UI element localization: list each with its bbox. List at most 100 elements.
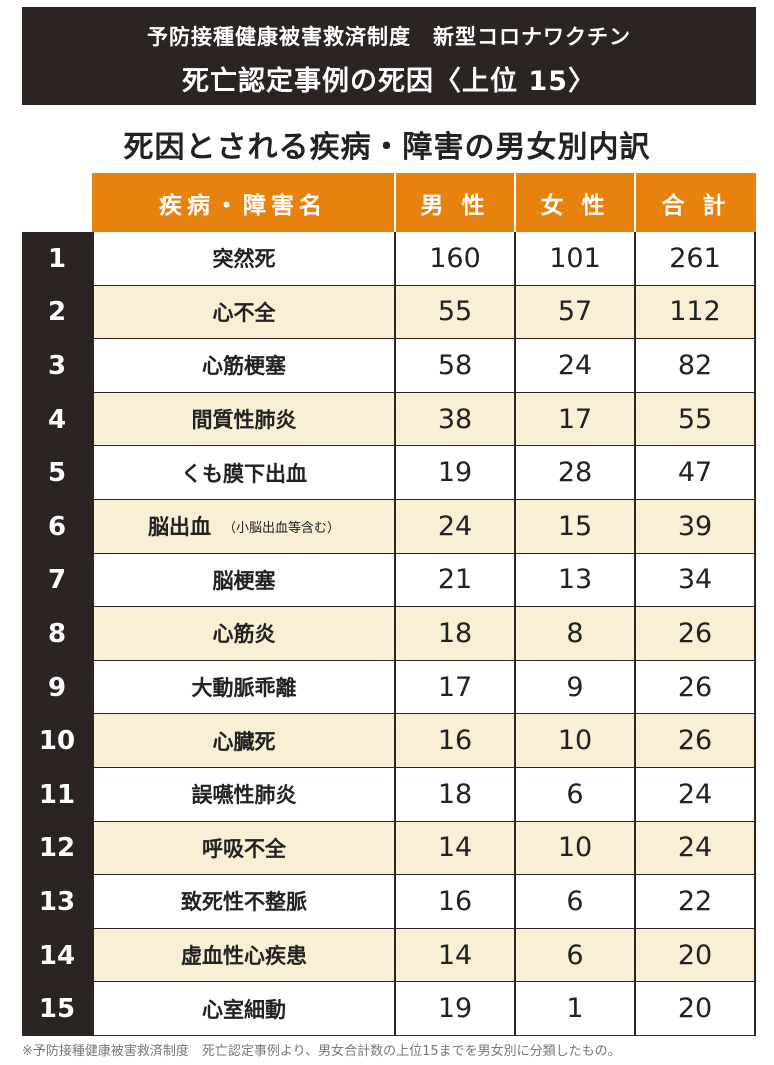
male-count: 19 bbox=[394, 446, 514, 500]
disease-name-cell: 心室細動 bbox=[92, 982, 394, 1036]
total-count: 261 bbox=[634, 232, 756, 286]
female-count: 57 bbox=[514, 285, 634, 340]
rank-number: 11 bbox=[22, 768, 92, 822]
male-count: 55 bbox=[394, 285, 514, 340]
female-count: 15 bbox=[514, 500, 634, 554]
disease-name: 心室細動 bbox=[202, 997, 286, 1022]
table-row: 7 脳梗塞 21 13 34 bbox=[22, 553, 756, 608]
female-count: 9 bbox=[514, 660, 634, 715]
disease-name: 誤嚥性肺炎 bbox=[191, 783, 297, 808]
table-row: 3 心筋梗塞 58 24 82 bbox=[22, 339, 756, 393]
male-count: 19 bbox=[394, 982, 514, 1036]
female-count: 13 bbox=[514, 553, 634, 608]
rank-number: 8 bbox=[22, 607, 92, 661]
rank-number: 4 bbox=[22, 392, 92, 447]
rank-number: 10 bbox=[22, 714, 92, 768]
table-row: 5 くも膜下出血 19 28 47 bbox=[22, 446, 756, 500]
disease-name: 虚血性心疾患 bbox=[181, 944, 307, 969]
disease-name-cell: 心臓死 bbox=[92, 714, 394, 768]
disease-name-cell: 心筋炎 bbox=[92, 607, 394, 661]
female-count: 24 bbox=[514, 339, 634, 393]
table-row: 13 致死性不整脈 16 6 22 bbox=[22, 875, 756, 929]
rank-number: 1 bbox=[22, 232, 92, 286]
total-count: 26 bbox=[634, 607, 756, 661]
male-count: 16 bbox=[394, 875, 514, 929]
total-count: 22 bbox=[634, 875, 756, 929]
male-count: 21 bbox=[394, 553, 514, 608]
total-count: 55 bbox=[634, 392, 756, 447]
disease-name-cell: 脳梗塞 bbox=[92, 553, 394, 608]
column-header-name: 疾病・障害名 bbox=[92, 173, 394, 233]
table-subtitle: 死因とされる疾病・障害の男女別内訳 bbox=[123, 130, 651, 165]
table-row: 10 心臓死 16 10 26 bbox=[22, 714, 756, 768]
rank-number: 2 bbox=[22, 285, 92, 340]
disease-name: 呼吸不全 bbox=[202, 836, 286, 861]
title-line-1: 予防接種健康被害救済制度 新型コロナワクチン bbox=[147, 25, 631, 49]
rank-number: 6 bbox=[22, 500, 92, 554]
disease-name: 大動脈乖離 bbox=[191, 676, 297, 701]
female-count: 101 bbox=[514, 232, 634, 286]
disease-name-cell: 突然死 bbox=[92, 232, 394, 286]
total-count: 112 bbox=[634, 285, 756, 340]
disease-name: くも膜下出血 bbox=[181, 461, 307, 486]
table-row: 8 心筋炎 18 8 26 bbox=[22, 607, 756, 661]
disease-name-cell: 呼吸不全 bbox=[92, 821, 394, 876]
disease-name: 間質性肺炎 bbox=[191, 408, 297, 433]
male-count: 24 bbox=[394, 500, 514, 554]
total-count: 47 bbox=[634, 446, 756, 500]
disease-name: 心筋炎 bbox=[212, 622, 276, 647]
female-count: 6 bbox=[514, 928, 634, 983]
disease-name-cell: 間質性肺炎 bbox=[92, 392, 394, 447]
male-count: 14 bbox=[394, 821, 514, 876]
total-count: 24 bbox=[634, 821, 756, 876]
table-row: 4 間質性肺炎 38 17 55 bbox=[22, 392, 756, 447]
table-row: 2 心不全 55 57 112 bbox=[22, 285, 756, 340]
table-row: 11 誤嚥性肺炎 18 6 24 bbox=[22, 768, 756, 822]
disease-name: 心臓死 bbox=[212, 729, 276, 754]
rank-number: 3 bbox=[22, 339, 92, 393]
disease-name-cell: 脳出血 （小脳出血等含む） bbox=[92, 500, 394, 554]
total-count: 20 bbox=[634, 928, 756, 983]
table-row: 9 大動脈乖離 17 9 26 bbox=[22, 660, 756, 715]
disease-name-cell: 誤嚥性肺炎 bbox=[92, 768, 394, 822]
column-header-male: 男 性 bbox=[394, 173, 514, 233]
disease-name-cell: 致死性不整脈 bbox=[92, 875, 394, 929]
total-count: 34 bbox=[634, 553, 756, 608]
rank-number: 15 bbox=[22, 982, 92, 1036]
female-count: 10 bbox=[514, 714, 634, 768]
total-count: 20 bbox=[634, 982, 756, 1036]
disease-name-cell: くも膜下出血 bbox=[92, 446, 394, 500]
female-count: 10 bbox=[514, 821, 634, 876]
disease-note: （小脳出血等含む） bbox=[222, 520, 340, 536]
total-count: 26 bbox=[634, 660, 756, 715]
total-count: 26 bbox=[634, 714, 756, 768]
title-banner: 予防接種健康被害救済制度 新型コロナワクチン 死亡認定事例の死因〈上位 15〉 bbox=[22, 7, 756, 105]
table-row: 12 呼吸不全 14 10 24 bbox=[22, 821, 756, 876]
female-count: 1 bbox=[514, 982, 634, 1036]
column-header-total: 合 計 bbox=[634, 173, 756, 233]
male-count: 18 bbox=[394, 607, 514, 661]
disease-name: 突然死 bbox=[212, 247, 276, 272]
male-count: 18 bbox=[394, 768, 514, 822]
female-count: 6 bbox=[514, 875, 634, 929]
rank-number: 9 bbox=[22, 660, 92, 715]
disease-name: 心筋梗塞 bbox=[202, 354, 286, 379]
female-count: 17 bbox=[514, 392, 634, 447]
male-count: 160 bbox=[394, 232, 514, 286]
total-count: 24 bbox=[634, 768, 756, 822]
female-count: 28 bbox=[514, 446, 634, 500]
male-count: 38 bbox=[394, 392, 514, 447]
rank-number: 12 bbox=[22, 821, 92, 876]
disease-name: 心不全 bbox=[212, 300, 276, 325]
column-header-female: 女 性 bbox=[514, 173, 634, 233]
total-count: 82 bbox=[634, 339, 756, 393]
table-row: 14 虚血性心疾患 14 6 20 bbox=[22, 928, 756, 983]
male-count: 17 bbox=[394, 660, 514, 715]
male-count: 58 bbox=[394, 339, 514, 393]
female-count: 8 bbox=[514, 607, 634, 661]
female-count: 6 bbox=[514, 768, 634, 822]
title-line-2: 死亡認定事例の死因〈上位 15〉 bbox=[182, 66, 596, 97]
disease-name: 致死性不整脈 bbox=[181, 890, 307, 915]
disease-name: 脳出血 bbox=[147, 515, 211, 540]
disease-name-cell: 心筋梗塞 bbox=[92, 339, 394, 393]
